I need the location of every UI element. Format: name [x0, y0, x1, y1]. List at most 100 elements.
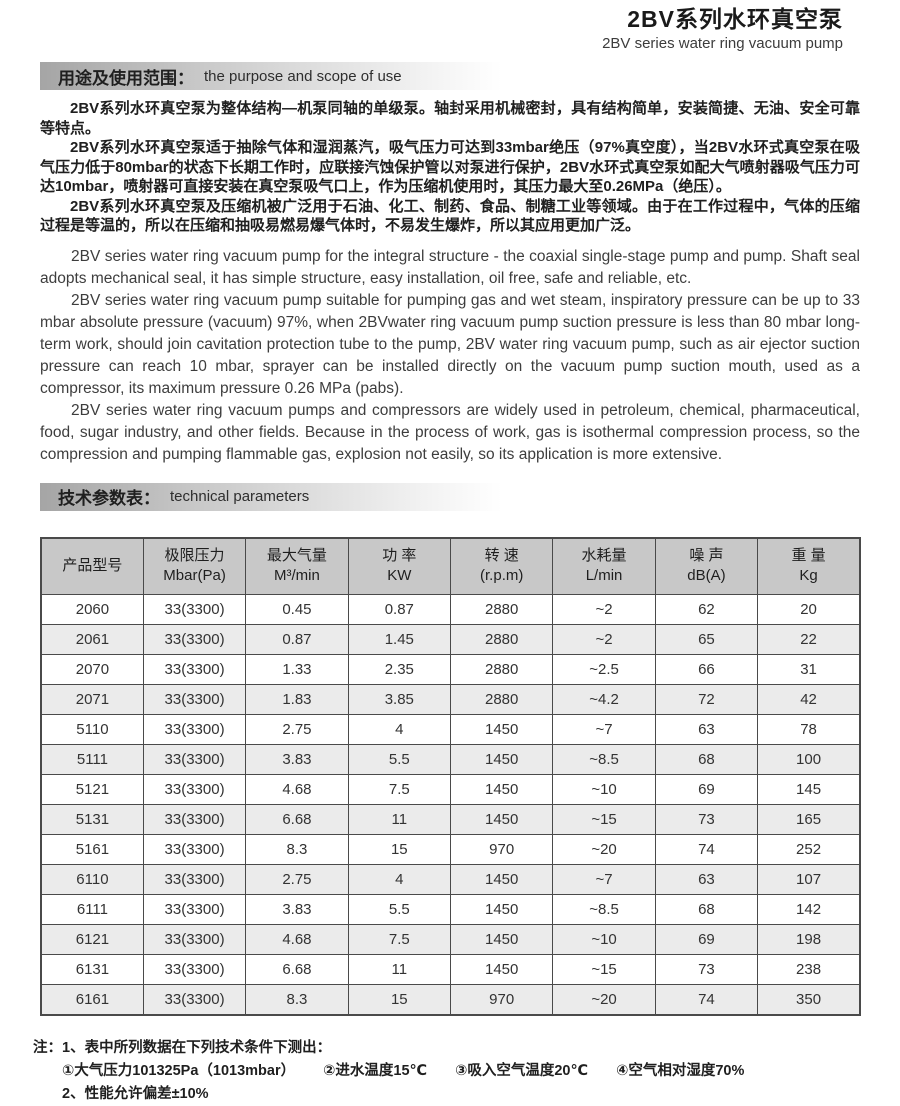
- table-cell: 31: [757, 654, 861, 685]
- table-cell: 5.5: [347, 744, 452, 775]
- column-header: 最大气量 M³/min: [245, 537, 349, 595]
- table-cell: 3.85: [347, 684, 452, 715]
- table-cell: 2060: [40, 594, 144, 625]
- doc-title-zh: 2BV系列水环真空泵: [627, 6, 843, 32]
- table-cell: 1450: [449, 954, 554, 985]
- table-cell: 1450: [449, 714, 554, 745]
- table-cell: 73: [654, 954, 759, 985]
- notes-body: 1、表中所列数据在下列技术条件下测出： ①大气压力101325Pa（1013mb…: [62, 1037, 744, 1106]
- note-condition: ③吸入空气温度20℃: [455, 1062, 589, 1079]
- table-cell: 100: [757, 744, 861, 775]
- table-cell: ~8.5: [552, 894, 656, 925]
- table-cell: 5111: [40, 744, 144, 775]
- table-cell: 66: [654, 654, 759, 685]
- table-cell: 11: [347, 804, 452, 835]
- column-header: 产品型号: [40, 537, 144, 595]
- table-cell: 198: [757, 924, 861, 955]
- table-cell: 33(3300): [142, 894, 247, 925]
- table-cell: 69: [654, 774, 759, 805]
- table-cell: 0.45: [245, 594, 349, 625]
- table-row: 5121 33(3300) 4.68 7.5 1450 ~10 69 145: [40, 774, 861, 805]
- table-cell: 33(3300): [142, 984, 247, 1015]
- table-cell: 2061: [40, 624, 144, 655]
- table-row: 6131 33(3300) 6.68 11 1450 ~15 73 238: [40, 954, 861, 985]
- table-cell: 33(3300): [142, 714, 247, 745]
- purpose-paragraphs-en: 2BV series water ring vacuum pump for th…: [40, 246, 860, 466]
- table-cell: 1.45: [347, 624, 452, 655]
- table-cell: 6131: [40, 954, 144, 985]
- table-cell: 1450: [449, 774, 554, 805]
- table-cell: 6121: [40, 924, 144, 955]
- table-cell: ~20: [552, 984, 656, 1015]
- table-cell: 2.75: [245, 864, 349, 895]
- table-cell: 15: [347, 984, 452, 1015]
- section-params-title-en: technical parameters: [170, 488, 310, 505]
- table-cell: 11: [347, 954, 452, 985]
- note-condition: ②进水温度15℃: [323, 1062, 428, 1079]
- doc-header: 2BV系列水环真空泵 2BV series water ring vacuum …: [40, 4, 860, 53]
- table-row: 2070 33(3300) 1.33 2.35 2880 ~2.5 66 31: [40, 654, 861, 685]
- table-cell: 68: [654, 744, 759, 775]
- table-cell: 1450: [449, 864, 554, 895]
- table-cell: 6.68: [245, 954, 349, 985]
- table-cell: 74: [654, 984, 759, 1015]
- table-cell: 63: [654, 864, 759, 895]
- table-cell: 33(3300): [142, 834, 247, 865]
- table-cell: 2.35: [347, 654, 452, 685]
- table-cell: 5121: [40, 774, 144, 805]
- table-cell: 7.5: [347, 924, 452, 955]
- table-cell: ~8.5: [552, 744, 656, 775]
- table-cell: 5161: [40, 834, 144, 865]
- table-row: 6110 33(3300) 2.75 4 1450 ~7 63 107: [40, 864, 861, 895]
- table-cell: 165: [757, 804, 861, 835]
- table-row: 5131 33(3300) 6.68 11 1450 ~15 73 165: [40, 804, 861, 835]
- table-cell: 5131: [40, 804, 144, 835]
- notes-label: 注：: [33, 1039, 62, 1056]
- table-cell: 238: [757, 954, 861, 985]
- table-cell: 68: [654, 894, 759, 925]
- table-header: 产品型号 极限压力 Mbar(Pa) 最大气量 M³/min 功 率 KW 转 速 (r.p.m…: [40, 537, 861, 595]
- table-cell: 2880: [449, 594, 554, 625]
- paragraph: 2BV系列水环真空泵适于抽除气体和湿润蒸汽，吸气压力可达到33mbar绝压（97…: [40, 139, 860, 195]
- section-purpose-title-zh: 用途及使用范围：: [58, 68, 194, 88]
- purpose-paragraphs-zh: 2BV系列水环真空泵为整体结构—机泵同轴的单级泵。轴封采用机械密封，具有结构简单…: [40, 99, 860, 236]
- table-cell: 2.75: [245, 714, 349, 745]
- note-line-1: 1、表中所列数据在下列技术条件下测出：: [62, 1039, 332, 1056]
- table-cell: 6161: [40, 984, 144, 1015]
- table-cell: 0.87: [347, 594, 452, 625]
- note-line-3: 2、性能允许偏差±10%: [62, 1085, 209, 1102]
- column-header: 转 速 (r.p.m): [449, 537, 554, 595]
- table-cell: 33(3300): [142, 594, 247, 625]
- table-cell: 1450: [449, 924, 554, 955]
- table-row: 6121 33(3300) 4.68 7.5 1450 ~10 69 198: [40, 924, 861, 955]
- table-cell: 33(3300): [142, 744, 247, 775]
- table-cell: 2071: [40, 684, 144, 715]
- column-header: 极限压力 Mbar(Pa): [142, 537, 247, 595]
- table-cell: 33(3300): [142, 774, 247, 805]
- table-cell: 73: [654, 804, 759, 835]
- table-cell: 69: [654, 924, 759, 955]
- table-cell: 72: [654, 684, 759, 715]
- table-cell: 970: [449, 984, 554, 1015]
- table-cell: 2880: [449, 654, 554, 685]
- table-cell: 3.83: [245, 744, 349, 775]
- table-cell: 2880: [449, 624, 554, 655]
- note-condition: ④空气相对湿度70%: [616, 1062, 745, 1079]
- table-cell: 252: [757, 834, 861, 865]
- table-cell: 3.83: [245, 894, 349, 925]
- table-row: 5110 33(3300) 2.75 4 1450 ~7 63 78: [40, 714, 861, 745]
- table-cell: 33(3300): [142, 684, 247, 715]
- table-header-row: 产品型号 极限压力 Mbar(Pa) 最大气量 M³/min 功 率 KW 转 速 (r.p.m…: [40, 537, 861, 595]
- section-bar-parameters: 技术参数表： technical parameters: [40, 482, 502, 511]
- table-cell: 7.5: [347, 774, 452, 805]
- table-body: 2060 33(3300) 0.45 0.87 2880 ~2 62 20 2061 33(330…: [40, 594, 861, 1015]
- column-header: 重 量 Kg: [757, 537, 861, 595]
- table-row: 2071 33(3300) 1.83 3.85 2880 ~4.2 72 42: [40, 684, 861, 715]
- paragraph: 2BV系列水环真空泵为整体结构—机泵同轴的单级泵。轴封采用机械密封，具有结构简单…: [40, 100, 860, 137]
- table-cell: 15: [347, 834, 452, 865]
- table-cell: 6110: [40, 864, 144, 895]
- table-cell: 6111: [40, 894, 144, 925]
- table-cell: 20: [757, 594, 861, 625]
- table-cell: ~4.2: [552, 684, 656, 715]
- section-params-title-zh: 技术参数表：: [58, 489, 160, 508]
